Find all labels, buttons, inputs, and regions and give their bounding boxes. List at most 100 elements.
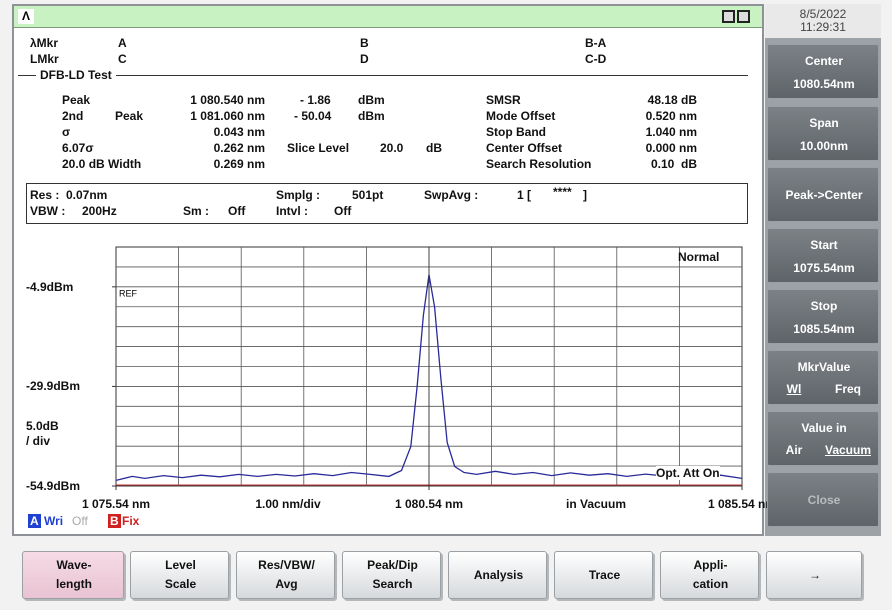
section-rule bbox=[18, 75, 748, 76]
soft-key[interactable]: Span 10.00nm bbox=[767, 106, 879, 161]
soft-key[interactable]: Value in Air Vacuum bbox=[767, 411, 879, 466]
function-key[interactable]: Trace bbox=[554, 551, 653, 599]
y-tick-label: -29.9dBm bbox=[26, 379, 81, 394]
soft-key[interactable]: Peak->Center bbox=[767, 167, 879, 222]
function-key[interactable]: Res/VBW/Avg bbox=[236, 551, 335, 599]
soft-key-value: 1080.54nm bbox=[793, 77, 855, 91]
setting-text: Off bbox=[228, 204, 246, 218]
soft-key[interactable]: Center 1080.54nm bbox=[767, 44, 879, 99]
soft-key-value: 1075.54nm bbox=[793, 261, 855, 275]
x-tick-label: 1 080.54 nm bbox=[394, 497, 464, 511]
result-text: dBm bbox=[358, 109, 385, 123]
x-tick-label: 1 085.54 nm bbox=[707, 497, 777, 511]
result-text: - 1.86 bbox=[300, 93, 331, 107]
setting-text: 501pt bbox=[352, 188, 384, 202]
result-text: dBm bbox=[358, 93, 385, 107]
date: 8/5/2022 bbox=[799, 7, 847, 21]
function-key[interactable]: Level Scale bbox=[130, 551, 229, 599]
setting-text: 200Hz bbox=[82, 204, 117, 218]
setting-text: Intvl : bbox=[276, 204, 308, 218]
medium-label: in Vacuum bbox=[565, 497, 627, 511]
function-key[interactable]: Appli-cation bbox=[660, 551, 759, 599]
result-value: 48.18 dB bbox=[647, 93, 697, 107]
marker-label: LMkr bbox=[30, 52, 59, 66]
maximize-button[interactable] bbox=[737, 10, 750, 23]
function-key-label: Peak/Dip bbox=[367, 558, 418, 572]
marker-label: λMkr bbox=[30, 36, 59, 50]
trace-mode: Off bbox=[72, 514, 88, 528]
x-tick-label: 1 075.54 nm bbox=[81, 497, 151, 511]
result-text: 0.262 nm bbox=[213, 141, 265, 155]
result-label: SMSR bbox=[486, 93, 521, 107]
result-text: 0.043 nm bbox=[213, 125, 265, 139]
section-title: DFB-LD Test bbox=[36, 68, 116, 82]
function-key-label: Level bbox=[165, 558, 196, 572]
result-text: 1 081.060 nm bbox=[190, 109, 265, 123]
soft-key[interactable]: Stop 1085.54nm bbox=[767, 289, 879, 344]
function-key-label: cation bbox=[692, 577, 729, 591]
ref-label: REF bbox=[119, 288, 138, 298]
function-key[interactable]: Peak/Dip Search bbox=[342, 551, 441, 599]
soft-key-option: Vacuum bbox=[824, 443, 872, 457]
setting-text: Smplg : bbox=[276, 188, 320, 202]
soft-key-value: 10.00nm bbox=[799, 139, 849, 153]
result-value: 0.10 dB bbox=[650, 157, 697, 171]
trace-mode: Wri bbox=[44, 514, 64, 528]
soft-key-label: Close bbox=[807, 493, 841, 507]
x-div-label: 1.00 nm/div bbox=[255, 497, 321, 511]
soft-key-value: 1085.54nm bbox=[793, 322, 855, 336]
result-text: Peak bbox=[62, 93, 91, 107]
soft-key-label: Start bbox=[810, 238, 838, 252]
result-text: 1 080.540 nm bbox=[190, 93, 265, 107]
function-key[interactable]: Analysis bbox=[448, 551, 547, 599]
function-key-label: → bbox=[809, 568, 821, 582]
setting-text: Res : bbox=[30, 188, 60, 202]
marker-label: C-D bbox=[585, 52, 607, 66]
trace-chip: A bbox=[28, 514, 41, 528]
function-key-label: Search bbox=[372, 577, 413, 591]
marker-label: D bbox=[360, 52, 369, 66]
soft-key-label: MkrValue bbox=[797, 360, 851, 374]
clock-panel bbox=[765, 4, 881, 38]
result-text: 20.0 dB Width bbox=[62, 157, 142, 171]
soft-key[interactable]: Close bbox=[767, 472, 879, 527]
setting-text: 0.07nm bbox=[66, 188, 108, 202]
result-text: 2nd bbox=[62, 109, 84, 123]
result-label: Center Offset bbox=[486, 141, 563, 155]
marker-label: C bbox=[118, 52, 127, 66]
marker-label: B-A bbox=[585, 36, 607, 50]
soft-key[interactable]: Start 1075.54nm bbox=[767, 228, 879, 283]
soft-key-label: Value in bbox=[801, 421, 847, 435]
soft-key-label: Peak->Center bbox=[785, 188, 863, 202]
soft-key-label: Span bbox=[809, 116, 839, 130]
logo: Λ bbox=[18, 9, 34, 24]
soft-key-option: Wl bbox=[786, 382, 802, 396]
soft-key-option: Air bbox=[785, 443, 803, 457]
setting-text: VBW : bbox=[30, 204, 66, 218]
y-tick-label: -54.9dBm bbox=[26, 479, 81, 493]
trace-chip: B bbox=[108, 514, 121, 528]
function-key-label: Appli- bbox=[693, 558, 728, 572]
function-key-label: Res/VBW/ bbox=[258, 558, 315, 572]
soft-key-label: Stop bbox=[810, 299, 838, 313]
function-key[interactable]: Wave-length bbox=[22, 551, 124, 599]
y-tick-label: -4.9dBm bbox=[26, 279, 74, 294]
function-key-label: Scale bbox=[164, 577, 197, 591]
function-key[interactable]: → bbox=[766, 551, 862, 599]
result-text: σ bbox=[62, 125, 71, 139]
soft-key-option: Freq bbox=[834, 382, 862, 396]
result-text: 6.07σ bbox=[62, 141, 94, 155]
setting-text: Sm : bbox=[183, 204, 210, 218]
function-key-label: Wave- bbox=[56, 558, 92, 572]
minimize-button[interactable] bbox=[722, 10, 735, 23]
result-text: Peak bbox=[115, 109, 144, 123]
soft-key-label: Center bbox=[804, 54, 844, 68]
result-text: 20.0 bbox=[380, 141, 404, 155]
result-label: Stop Band bbox=[486, 125, 546, 139]
setting-text: **** bbox=[553, 185, 572, 199]
marker-label: A bbox=[118, 36, 127, 50]
soft-key[interactable]: MkrValue Wl Freq bbox=[767, 350, 879, 405]
result-label: Mode Offset bbox=[486, 109, 556, 123]
